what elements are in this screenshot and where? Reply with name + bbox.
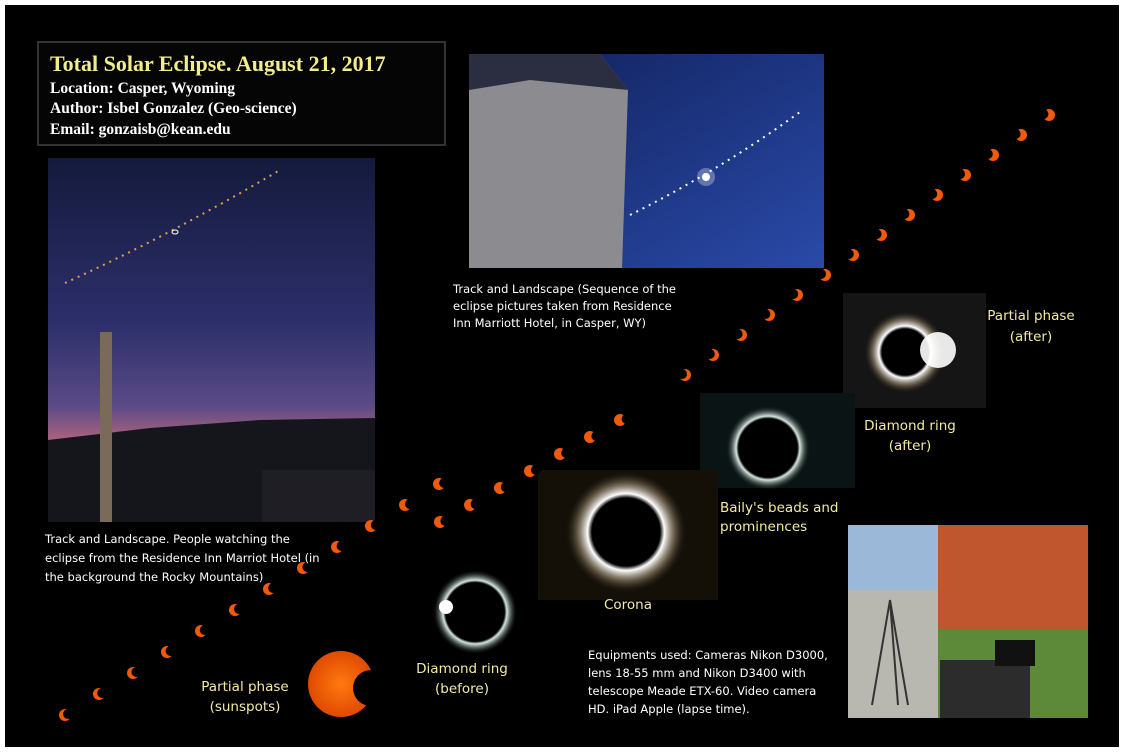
label: Corona	[604, 597, 652, 613]
moon-shadow	[166, 646, 176, 656]
caption: lens 18-55 mm and Nikon D3400 with	[588, 666, 806, 680]
photo-landscape	[48, 158, 375, 522]
moon-shadow	[872, 229, 882, 239]
moon-shadow	[899, 209, 909, 219]
photo-diamond-before	[433, 570, 517, 654]
photo-diamond-after	[843, 293, 986, 408]
moon-shadow	[622, 414, 632, 424]
photo-corona	[538, 470, 718, 600]
caption: Equipments used: Cameras Nikon D3000,	[588, 648, 828, 662]
moon-shadow	[733, 329, 743, 339]
moon-shadow	[268, 583, 278, 593]
label: (before)	[435, 681, 489, 697]
caption: eclipse from the Residence Inn Marriot H…	[45, 551, 320, 565]
moon-shadow	[405, 499, 415, 509]
caption: telescope Meade ETX-60. Video camera	[588, 684, 816, 698]
caption: Track and Landscape (Sequence of the	[452, 282, 676, 296]
moon-shadow	[1038, 109, 1048, 119]
header-line: Author: Isbel Gonzalez (Geo-science)	[50, 100, 297, 117]
caption: Track and Landscape. People watching the	[44, 532, 290, 546]
label: (after)	[1010, 329, 1052, 345]
label: Baily's beads and	[720, 500, 839, 516]
caption: the background the Rocky Mountains)	[45, 570, 263, 584]
moon-shadow	[63, 709, 73, 719]
moon-shadow	[760, 309, 770, 319]
moon-shadow	[816, 269, 826, 279]
header-line: Location: Casper, Wyoming	[50, 80, 235, 97]
moon-shadow	[844, 249, 854, 259]
photo-equipment	[848, 525, 1088, 718]
moon-shadow	[234, 604, 244, 614]
label: prominences	[720, 519, 807, 535]
caption: HD. iPad Apple (lapse time).	[588, 702, 750, 716]
moon-shadow	[501, 482, 511, 492]
label: Partial phase	[201, 679, 288, 695]
moon-shadow	[705, 349, 715, 359]
label: Diamond ring	[416, 661, 508, 677]
caption: Inn Marriott Hotel, in Casper, WY)	[453, 316, 646, 330]
moon-shadow	[471, 499, 481, 509]
moon-shadow	[677, 369, 687, 379]
moon-shadow	[337, 541, 347, 551]
moon-shadow	[1011, 129, 1021, 139]
moon-shadow	[955, 169, 965, 179]
photo-hotel	[469, 54, 824, 268]
moon-shadow	[561, 448, 571, 458]
moon-shadow	[591, 431, 601, 441]
label: (sunspots)	[210, 699, 281, 715]
moon-shadow	[531, 465, 541, 475]
moon-shadow	[440, 516, 450, 526]
moon-shadow	[200, 625, 210, 635]
header-line: Email: gonzaisb@kean.edu	[50, 121, 231, 138]
moon-shadow	[983, 149, 993, 159]
moon-shadow	[97, 688, 107, 698]
label: Diamond ring	[864, 418, 956, 434]
poster: Total Solar Eclipse. August 21, 2017 Loc…	[0, 0, 1124, 753]
moon-shadow	[131, 667, 141, 677]
photo-bailys	[700, 393, 855, 490]
partial-sun-shadow	[353, 670, 389, 706]
moon-shadow	[788, 289, 798, 299]
moon-shadow	[371, 520, 381, 530]
moon-shadow	[927, 189, 937, 199]
caption: eclipse pictures taken from Residence	[453, 299, 672, 313]
label: Partial phase	[987, 308, 1074, 324]
label: (after)	[889, 438, 931, 454]
moon-shadow	[439, 478, 449, 488]
title: Total Solar Eclipse. August 21, 2017	[50, 51, 386, 76]
